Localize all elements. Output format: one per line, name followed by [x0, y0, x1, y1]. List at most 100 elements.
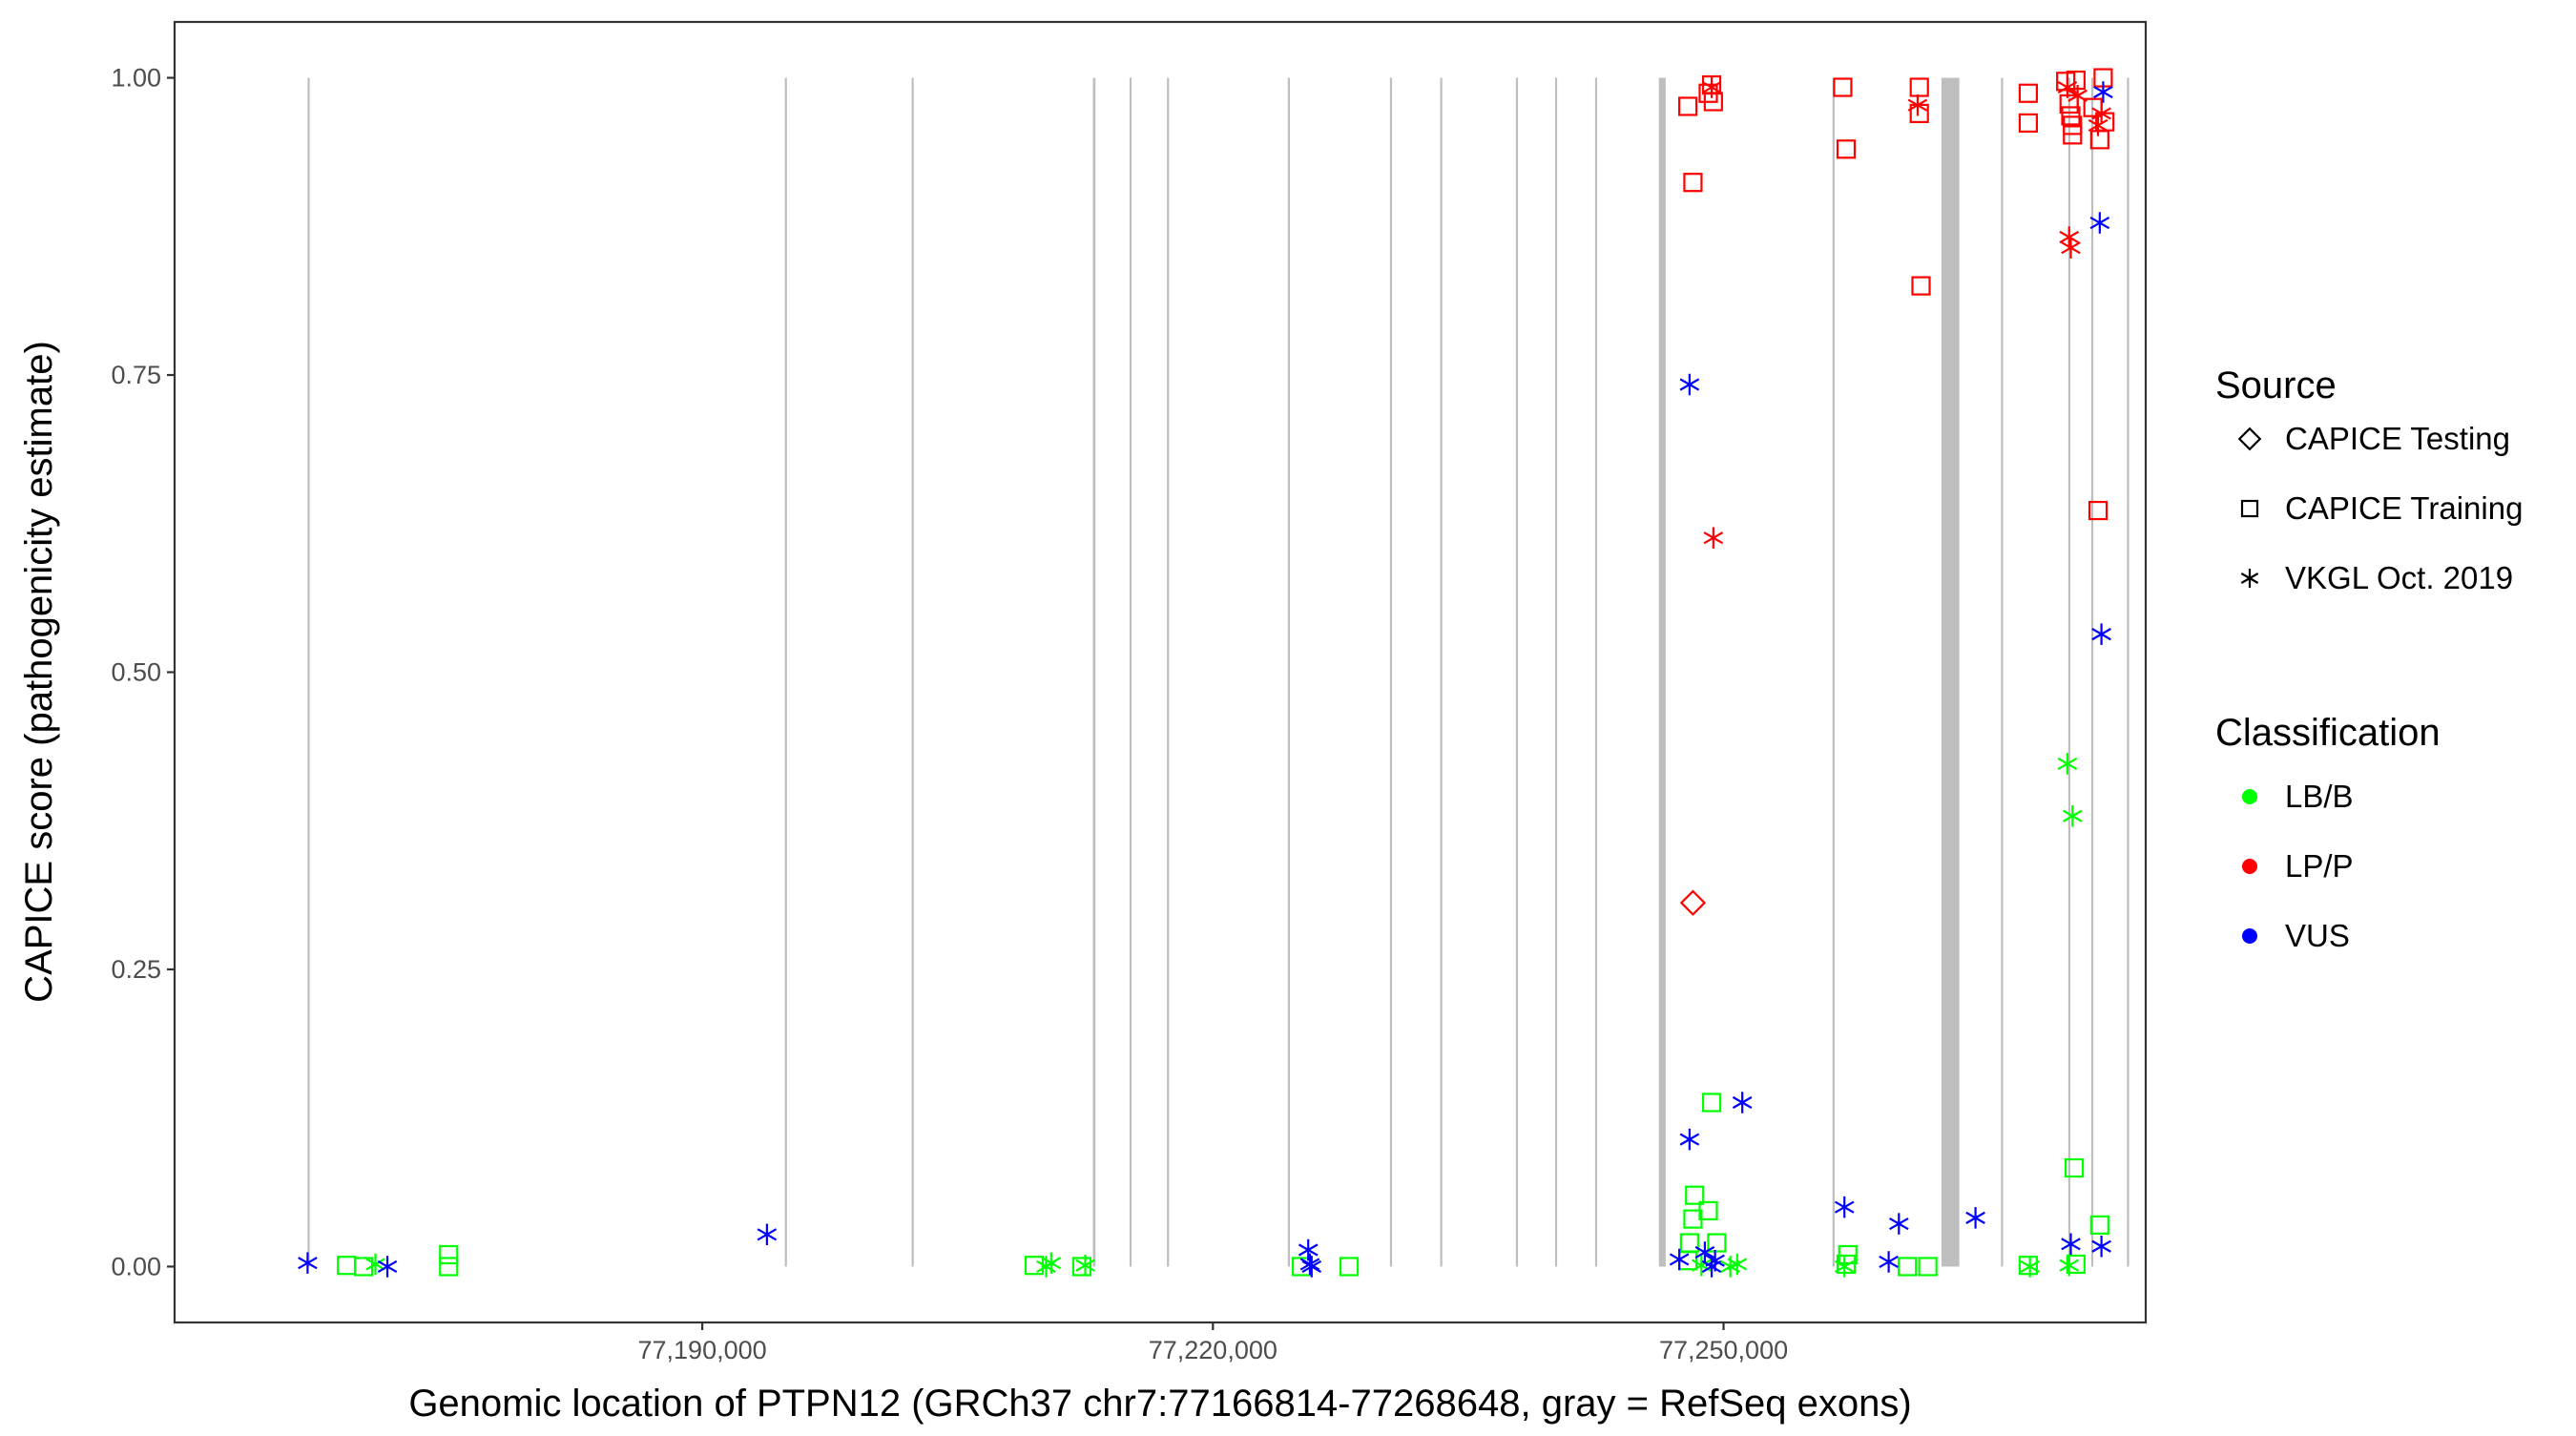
- legend-classification-title: Classification: [2215, 712, 2441, 754]
- exon-band: [307, 77, 310, 1267]
- exon-band: [1092, 77, 1096, 1267]
- point-lp-p-square: [2095, 112, 2115, 132]
- exon-band: [1658, 77, 1666, 1267]
- point-lb-b-square: [2018, 1256, 2038, 1276]
- point-lb-b-square: [337, 1256, 357, 1276]
- exon-band: [1440, 77, 1443, 1267]
- point-lb-b-square: [1071, 1257, 1092, 1277]
- point-lb-b-asterisk: [1075, 1254, 1095, 1277]
- point-lb-b-asterisk: [2020, 1256, 2040, 1278]
- legend-color-dot: [2242, 789, 2257, 804]
- y-tick-label: 0.00: [111, 1252, 161, 1280]
- point-vus-asterisk: [2091, 623, 2111, 645]
- point-vus-asterisk: [1879, 1251, 1899, 1273]
- point-vus-asterisk: [1301, 1256, 1322, 1278]
- point-lp-p-square: [2063, 125, 2083, 145]
- exon-band: [2067, 77, 2071, 1267]
- x-tick-label: 77,220,000: [1149, 1336, 1278, 1364]
- point-lb-b-square: [1679, 1233, 1699, 1253]
- legend-square-symbol: [2240, 499, 2259, 518]
- point-lp-p-square: [1911, 276, 1931, 296]
- point-vus-asterisk: [2093, 81, 2113, 103]
- legend-classification-label: LP/P: [2285, 848, 2354, 884]
- point-lp-p-square: [2018, 113, 2038, 134]
- point-lb-b-asterisk: [365, 1253, 385, 1276]
- point-lb-b-square: [1685, 1185, 1705, 1205]
- axes: 0.00 0.25 0.50 0.75 1.00 77,190,000 77,220,000…: [111, 64, 1788, 1364]
- point-vus-asterisk: [2091, 1236, 2111, 1258]
- exon-band: [1594, 77, 1598, 1267]
- point-lp-p-asterisk: [2088, 114, 2109, 136]
- point-vus-asterisk: [1705, 1249, 1725, 1272]
- exon-band: [2001, 77, 2004, 1267]
- y-tick-label: 0.25: [111, 955, 161, 984]
- point-vus-asterisk: [377, 1256, 398, 1278]
- point-lp-p-square: [2056, 72, 2076, 92]
- legend-color-dot: [2242, 859, 2257, 874]
- point-lb-b-square: [1024, 1256, 1045, 1276]
- point-lp-p-square: [1909, 103, 1929, 124]
- data-points: [298, 68, 2115, 1278]
- point-lp-p-asterisk: [1703, 527, 1724, 549]
- legend-source-label: CAPICE Training: [2285, 490, 2523, 526]
- point-vus-asterisk: [1298, 1238, 1319, 1261]
- point-lp-p-square: [1836, 139, 1857, 159]
- legend-source-title: Source: [2215, 364, 2337, 406]
- point-lp-p-asterisk: [1701, 76, 1722, 98]
- x-tick-label: 77,250,000: [1659, 1336, 1788, 1364]
- legend: Source CAPICE Testing CAPICE Training VKGL…: [2215, 364, 2523, 953]
- plot-panel-border: [173, 20, 2148, 1324]
- point-lb-b-square: [439, 1244, 459, 1265]
- point-lp-p-diamond: [1679, 889, 1707, 916]
- point-lb-b-square: [1698, 1200, 1718, 1220]
- point-lb-b-square: [1707, 1233, 1727, 1253]
- exon-bands: [307, 77, 2129, 1267]
- point-lp-p-square: [1909, 77, 1929, 97]
- exon-band: [1287, 77, 1291, 1267]
- point-lb-b-square: [1918, 1257, 1938, 1277]
- point-lp-p-square: [1677, 96, 1698, 116]
- exon-band: [784, 77, 787, 1267]
- legend-color-dot: [2242, 928, 2257, 944]
- exon-band: [1554, 77, 1558, 1267]
- point-vus-asterisk: [1679, 1128, 1700, 1151]
- point-lp-p-square: [2066, 70, 2086, 91]
- point-lp-p-square: [2018, 83, 2038, 103]
- point-lp-p-asterisk: [2059, 226, 2080, 248]
- exon-band: [1167, 77, 1170, 1267]
- exon-band: [911, 77, 914, 1267]
- point-lp-p-square: [2089, 130, 2109, 150]
- point-lb-b-square: [2064, 1157, 2085, 1178]
- point-lb-b-asterisk: [2062, 805, 2083, 827]
- point-vus-asterisk: [1299, 1253, 1320, 1276]
- legend-source-label: VKGL Oct. 2019: [2285, 560, 2513, 595]
- point-vus-asterisk: [1679, 373, 1700, 396]
- exon-band: [1389, 77, 1393, 1267]
- point-vus-asterisk: [1889, 1213, 1909, 1235]
- legend-source-items: CAPICE Testing CAPICE Training VKGL Oct. 2…: [2237, 421, 2523, 595]
- point-lp-p-square: [1683, 173, 1703, 193]
- point-lb-b-square: [2089, 1215, 2109, 1235]
- point-lb-b-square: [1701, 1093, 1722, 1113]
- point-lb-b-asterisk: [1727, 1253, 1748, 1276]
- legend-source-label: CAPICE Testing: [2285, 421, 2510, 456]
- point-lb-b-square: [1339, 1257, 1360, 1277]
- point-lb-b-asterisk: [1041, 1252, 1062, 1274]
- exon-band: [2090, 77, 2094, 1267]
- x-axis-title: Genomic location of PTPN12 (GRCh37 chr7:…: [408, 1383, 1911, 1425]
- point-lp-p-square: [1833, 77, 1853, 97]
- exon-band: [1832, 77, 1835, 1267]
- exon-band: [1515, 77, 1519, 1267]
- y-axis-title: CAPICE score (pathogenicity estimate): [18, 341, 60, 1003]
- legend-classification-label: LB/B: [2285, 779, 2354, 814]
- point-vus-asterisk: [2061, 1233, 2081, 1256]
- x-tick-label: 77,190,000: [638, 1336, 767, 1364]
- y-tick-label: 0.50: [111, 658, 161, 687]
- legend-asterisk-symbol: [2240, 569, 2259, 588]
- point-lp-p-square: [1703, 92, 1723, 112]
- y-tick-label: 1.00: [111, 64, 161, 93]
- point-lb-b-square: [1898, 1257, 1918, 1277]
- point-vus-asterisk: [2089, 212, 2110, 234]
